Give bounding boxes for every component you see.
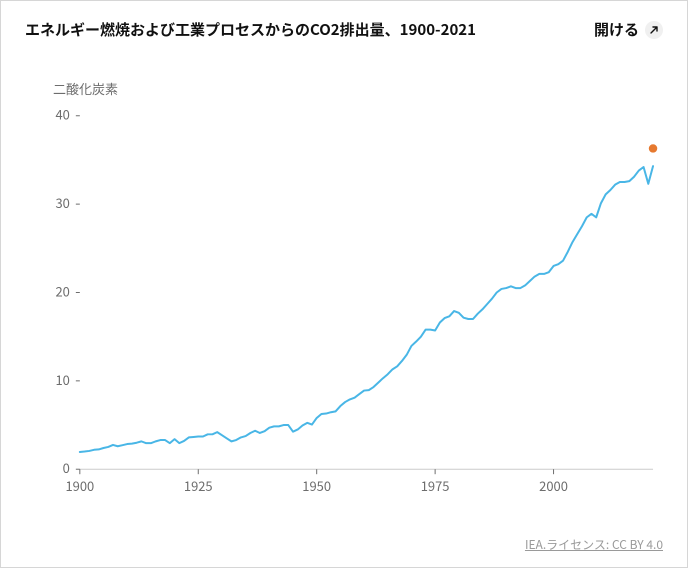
svg-text:0: 0	[63, 458, 70, 477]
svg-text:30: 30	[55, 193, 69, 212]
chart-area: 二酸化炭素 01020304019001925195019752000	[25, 61, 663, 519]
svg-text:1900: 1900	[65, 476, 94, 495]
svg-text:2000: 2000	[539, 476, 568, 495]
open-button-label: 開ける	[594, 19, 639, 40]
svg-text:20: 20	[55, 281, 69, 300]
svg-text:1975: 1975	[421, 476, 450, 495]
attribution-link[interactable]: IEA.ライセンス: CC BY 4.0	[525, 536, 663, 553]
line-chart: 0 10 20 30 40 1900 1925 1950 1975 2000	[25, 61, 663, 519]
svg-text:1925: 1925	[184, 476, 213, 495]
chart-title: エネルギー燃焼および工業プロセスからのCO2排出量、1900-2021	[25, 19, 476, 40]
open-button[interactable]: 開ける	[594, 19, 663, 40]
chart-card: エネルギー燃焼および工業プロセスからのCO2排出量、1900-2021 開ける …	[0, 0, 688, 568]
svg-text:40: 40	[55, 105, 69, 124]
card-header: エネルギー燃焼および工業プロセスからのCO2排出量、1900-2021 開ける	[1, 1, 687, 40]
svg-text:10: 10	[55, 370, 69, 389]
svg-text:1950: 1950	[302, 476, 331, 495]
expand-icon	[645, 21, 663, 39]
